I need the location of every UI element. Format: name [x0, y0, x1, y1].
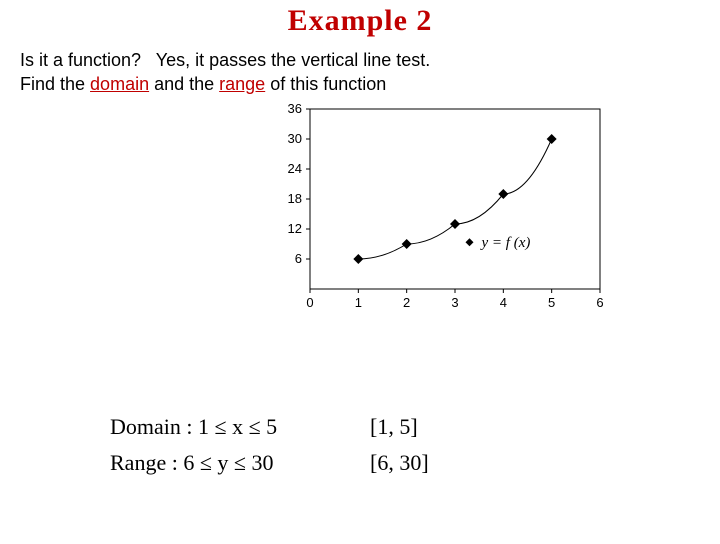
- domain-interval: [1, 5]: [370, 414, 418, 440]
- svg-text:5: 5: [548, 295, 555, 310]
- svg-text:30: 30: [288, 131, 302, 146]
- svg-text:y = f (x): y = f (x): [480, 235, 531, 251]
- svg-text:6: 6: [295, 251, 302, 266]
- function-chart: 612182430360123456y = f (x): [260, 99, 620, 329]
- prompt-pre: Find the: [20, 74, 90, 94]
- range-label: Range : 6 ≤ y ≤ 30: [110, 450, 370, 476]
- prompt-mid: and the: [149, 74, 219, 94]
- chart-svg: 612182430360123456y = f (x): [260, 99, 620, 329]
- svg-text:6: 6: [596, 295, 603, 310]
- answers-block: Domain : 1 ≤ x ≤ 5 [1, 5] Range : 6 ≤ y …: [110, 414, 429, 486]
- range-row: Range : 6 ≤ y ≤ 30 [6, 30]: [110, 450, 429, 476]
- answer-text: Yes, it passes the vertical line test.: [156, 50, 430, 70]
- svg-text:12: 12: [288, 221, 302, 236]
- domain-label: Domain : 1 ≤ x ≤ 5: [110, 414, 370, 440]
- range-link[interactable]: range: [219, 74, 265, 94]
- svg-text:36: 36: [288, 101, 302, 116]
- svg-text:4: 4: [500, 295, 507, 310]
- domain-link[interactable]: domain: [90, 74, 149, 94]
- range-interval: [6, 30]: [370, 450, 429, 476]
- question-text: Is it a function?: [20, 50, 141, 70]
- question-block: Is it a function? Yes, it passes the ver…: [20, 48, 700, 97]
- svg-text:1: 1: [355, 295, 362, 310]
- svg-text:24: 24: [288, 161, 302, 176]
- domain-row: Domain : 1 ≤ x ≤ 5 [1, 5]: [110, 414, 429, 440]
- svg-text:3: 3: [451, 295, 458, 310]
- prompt-post: of this function: [265, 74, 386, 94]
- svg-text:18: 18: [288, 191, 302, 206]
- svg-text:0: 0: [306, 295, 313, 310]
- svg-text:2: 2: [403, 295, 410, 310]
- slide-title: Example 2: [0, 4, 720, 38]
